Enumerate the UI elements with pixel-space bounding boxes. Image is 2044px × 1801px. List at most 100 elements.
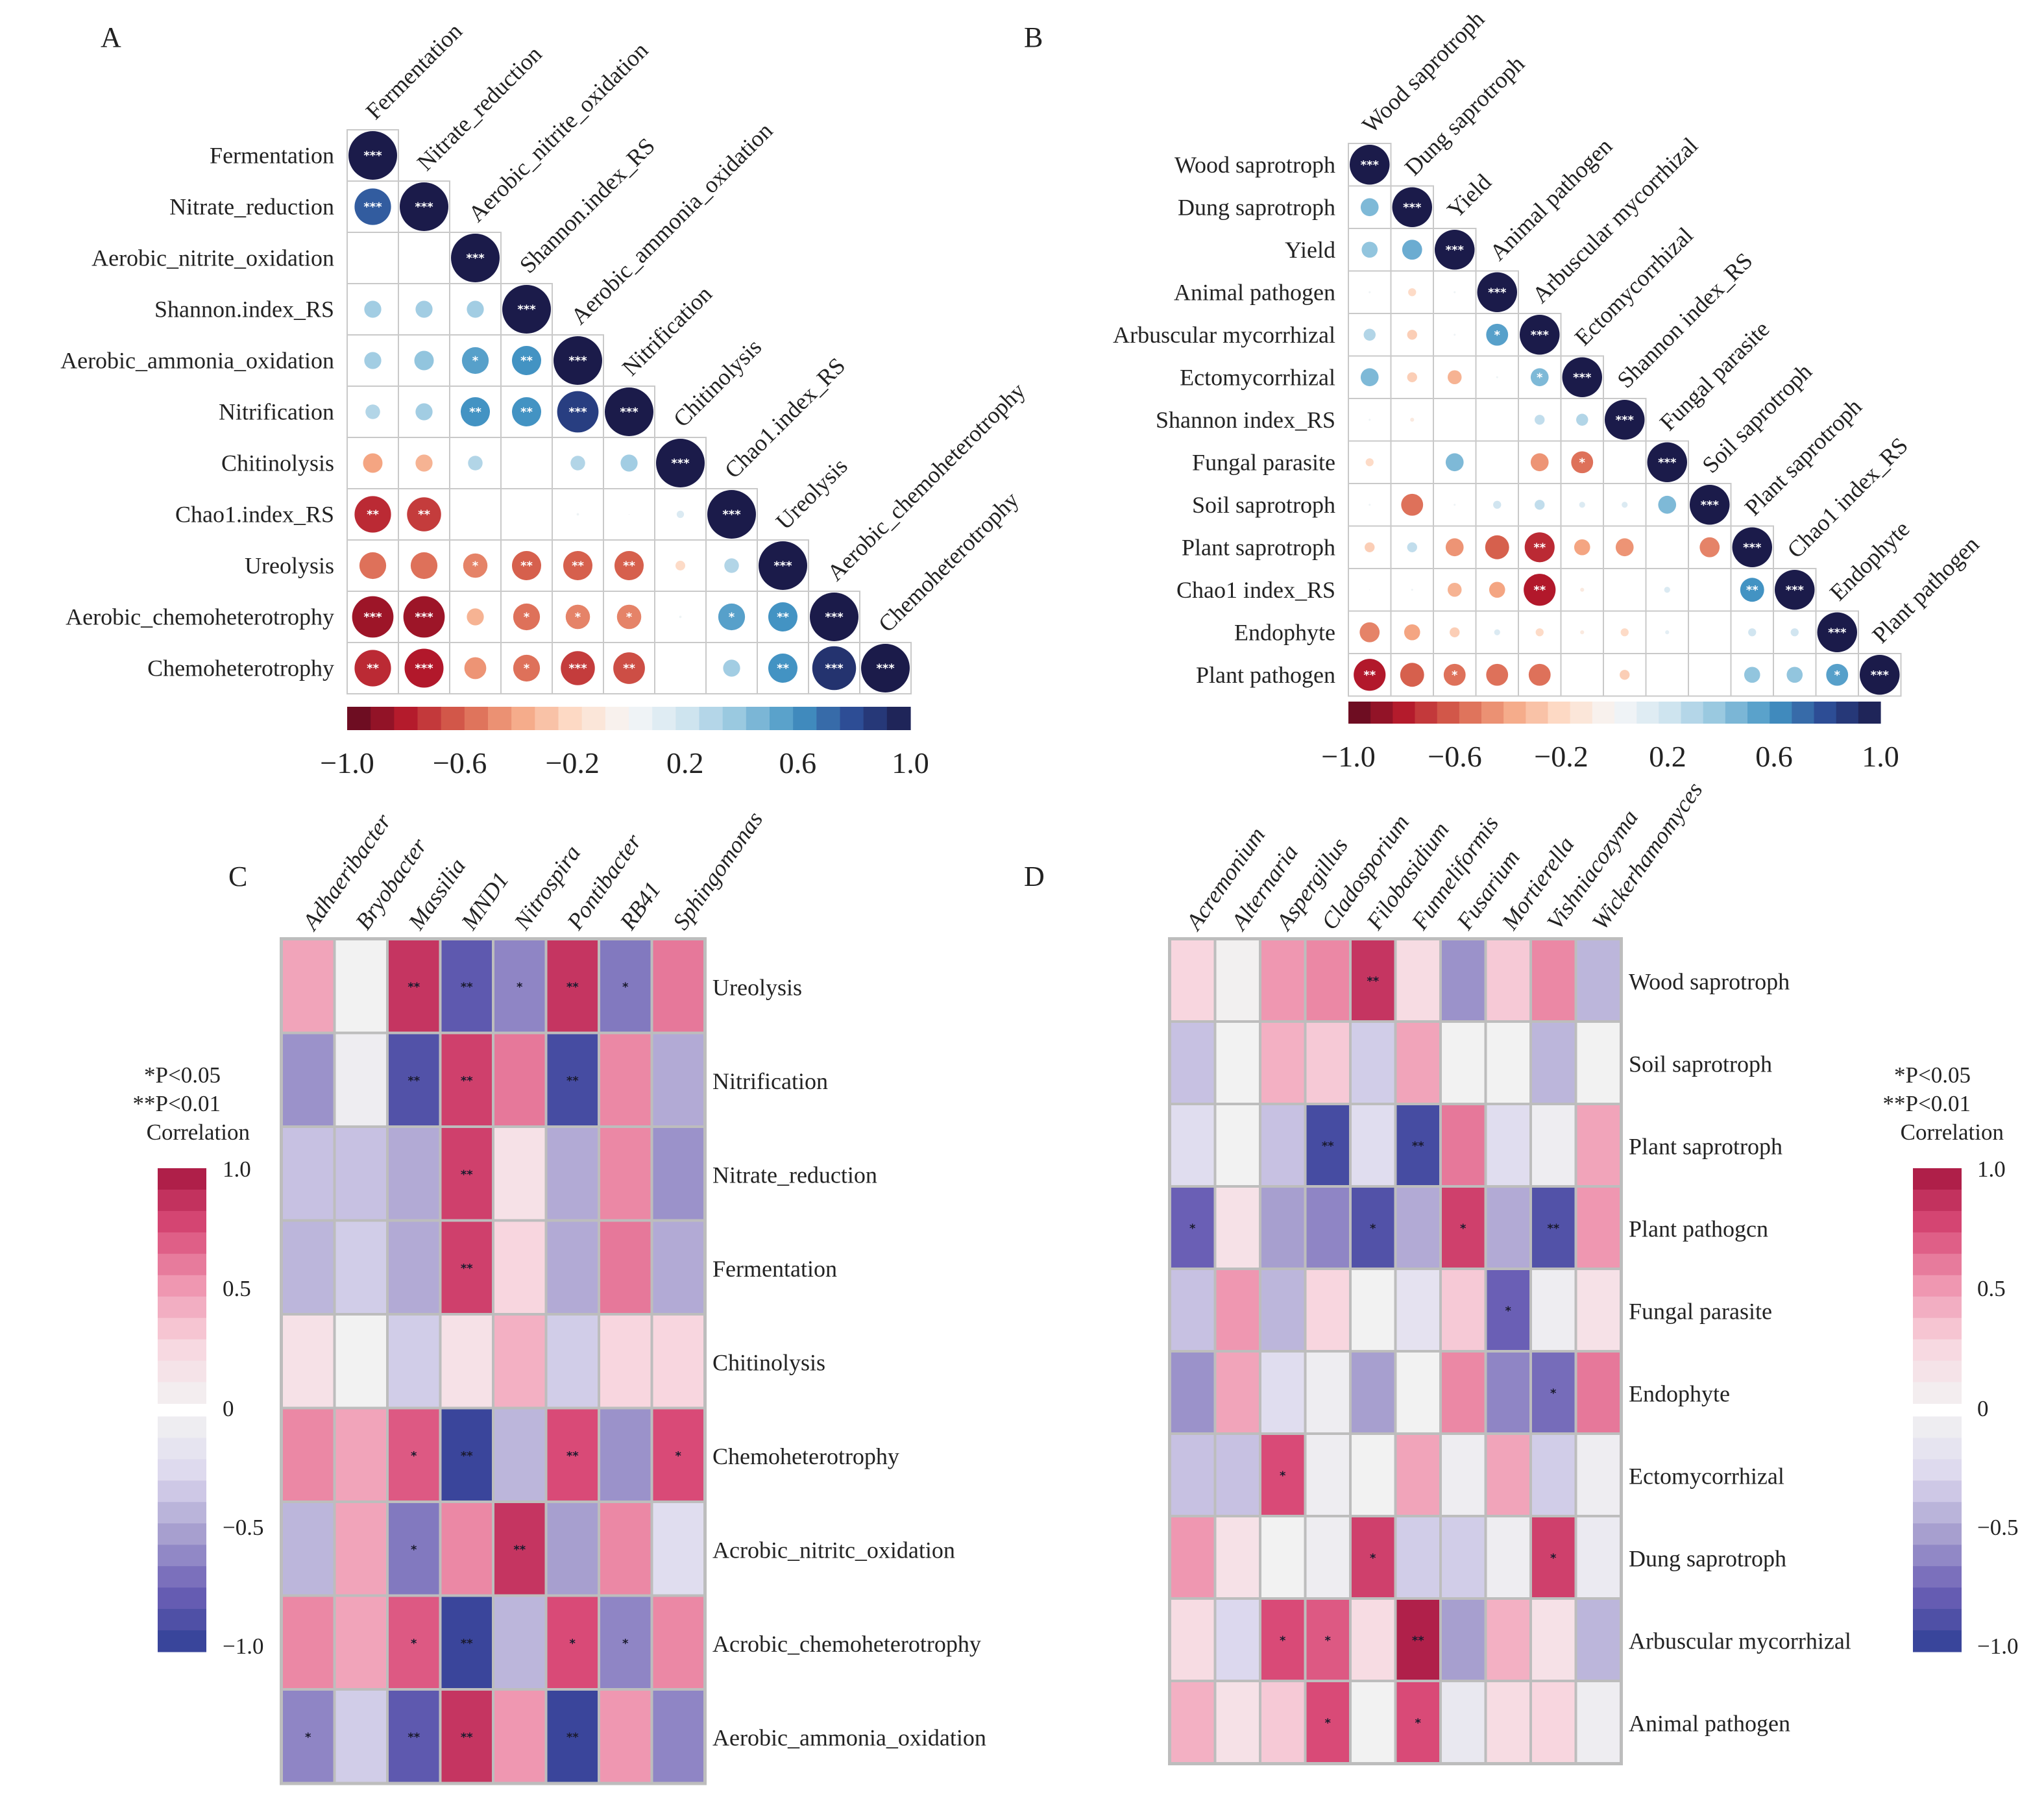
panel-d-heat-cell: [1352, 1270, 1394, 1350]
panel-b-correlation-circle: [1615, 538, 1634, 557]
panel-a-grid-cell: [347, 232, 399, 284]
panel-letter-b: B: [1024, 21, 1043, 53]
panel-b-correlation-circle: [1605, 400, 1645, 440]
panel-b-correlation-circle: [1369, 419, 1371, 421]
panel-b-correlation-circle: [1402, 239, 1422, 260]
panel-c-heat-cell: [389, 1316, 439, 1407]
panel-b-grid-cell: [1475, 398, 1519, 442]
panel-b-colorbar-segment: [1370, 702, 1393, 724]
panel-b-correlation-circle: [1435, 230, 1475, 270]
panel-c-heat-cell: [653, 1503, 703, 1595]
panel-a-correlogram: FermentationFermentation***Nitrate_reduc…: [60, 18, 1030, 779]
panel-a-correlation-circle: [759, 541, 807, 590]
panel-a-significance-mark: ***: [671, 457, 690, 471]
legend-colorbar-segment: [158, 1253, 206, 1276]
legend-colorbar-segment: [158, 1416, 206, 1439]
panel-b-colorbar-tick: 1.0: [1862, 740, 1899, 773]
panel-d-heat-cell: [1396, 1517, 1439, 1597]
panel-c-significance-mark: **: [461, 1262, 473, 1275]
panel-d-heat-cell: [1352, 1600, 1394, 1680]
panel-a-correlation-circle: [468, 456, 483, 471]
panel-d-heat-cell: [1352, 1682, 1394, 1762]
panel-b-colorbar-segment: [1858, 702, 1881, 724]
panel-d-heat-cell: [1216, 1435, 1259, 1515]
legend-colorbar-segment: [158, 1168, 206, 1190]
panel-c-heat-cell: [547, 1503, 598, 1595]
panel-b-correlation-circle: [1354, 659, 1386, 691]
panel-a-correlation-circle: [365, 404, 380, 419]
panel-c-heat-cell: [335, 940, 386, 1032]
panel-b-colorbar-segment: [1348, 702, 1371, 724]
panel-d-heat-cell: [1306, 1270, 1349, 1350]
panel-b-correlation-circle: [1369, 291, 1371, 293]
legend-d-sig2: **P<0.01: [1883, 1091, 1971, 1116]
panel-c-heat-cell: [653, 1221, 703, 1313]
panel-b-correlation-circle: [1445, 538, 1464, 557]
panel-d-heat-cell: [1577, 1600, 1620, 1680]
legend-d-tick-m05: −0.5: [1977, 1515, 2019, 1540]
panel-b-correlation-circle: [1620, 628, 1629, 637]
panel-a-col-label-nitrification: Nitrification: [617, 281, 717, 381]
panel-a-row-label-chitinolysis: Chitinolysis: [221, 450, 334, 476]
panel-d-significance-mark: *: [1505, 1305, 1512, 1318]
panel-d-significance-mark: **: [1412, 1140, 1424, 1153]
panel-d-heat-cell: [1487, 1517, 1529, 1597]
panel-a-correlation-circle: [675, 561, 685, 570]
panel-a-correlation-circle: [415, 300, 433, 318]
panel-a-correlation-circle: [724, 558, 739, 573]
panel-d-significance-mark: **: [1367, 975, 1379, 988]
panel-c-heat-cell: [494, 1316, 545, 1407]
panel-a-correlation-circle: [614, 551, 644, 580]
panel-b-correlation-circle: [1535, 415, 1545, 425]
legend-c-sig1: *P<0.05: [144, 1062, 221, 1088]
panel-a-correlation-circle: [354, 496, 391, 533]
panel-a-correlation-circle: [861, 644, 910, 692]
panel-d-heat-cell: [1442, 1023, 1485, 1103]
panel-b-correlation-circle: [1454, 291, 1456, 293]
legend-colorbar-segment: [1913, 1523, 1962, 1545]
panel-b-grid-cell: [1645, 525, 1689, 569]
panel-d-heat-cell: [1261, 1435, 1304, 1515]
panel-b-correlation-circle: [1401, 493, 1424, 516]
panel-c-significance-mark: *: [411, 1543, 417, 1556]
panel-b-grid-cell: [1858, 653, 1902, 697]
panel-b-significance-mark: **: [1533, 541, 1546, 554]
legend-colorbar-segment: [158, 1630, 206, 1652]
panel-b-significance-mark: ***: [1786, 583, 1805, 597]
panel-a-colorbar-segment: [652, 707, 676, 730]
panel-b-colorbar-segment: [1614, 702, 1637, 724]
panel-c-heat-cell: [389, 1409, 439, 1501]
legend-colorbar-segment: [158, 1275, 206, 1297]
panel-a-col-label-chitinolysis: Chitinolysis: [668, 334, 766, 432]
panel-d-row-label-endophyte: Endophyte: [1629, 1381, 1730, 1407]
panel-b-correlation-circle: [1790, 628, 1799, 637]
panel-c-heat-cell: [389, 1503, 439, 1595]
panel-d-heat-cell: [1216, 1517, 1259, 1597]
panel-c-heat-cell: [600, 1128, 651, 1219]
panel-c-heat-cell: [653, 1409, 703, 1501]
panel-d-heat-cell: [1487, 1600, 1529, 1680]
legend-colorbar-segment: [1913, 1317, 1962, 1340]
panel-c-heat-cell: [441, 1691, 492, 1782]
panel-a-significance-mark: ***: [620, 406, 639, 419]
panel-a-correlation-circle: [576, 513, 579, 516]
panel-d-heat-cell: [1577, 1517, 1620, 1597]
panel-a-correlation-circle: [410, 552, 438, 580]
legend-colorbar-segment: [158, 1438, 206, 1460]
panel-d-heat-cell: [1577, 1682, 1620, 1762]
panel-a-significance-mark: ***: [568, 662, 587, 676]
panel-d-heat-cell: [1577, 1353, 1620, 1432]
panel-a-row-label-nitrate-reduction: Nitrate_reduction: [169, 194, 334, 220]
panel-c-heat-cell: [283, 1316, 334, 1407]
panel-a-significance-mark: ***: [773, 559, 792, 573]
panel-c-heat-cell: [389, 1034, 439, 1125]
panel-b-row-label-wood-saprotroph: Wood saprotroph: [1174, 152, 1335, 178]
panel-c-row-label-acrobic-nitritc-oxidation: Acrobic_nitritc_oxidation: [712, 1537, 955, 1563]
panel-b-correlation-circle: [1360, 368, 1379, 387]
panel-d-heat-cell: [1352, 1435, 1394, 1515]
panel-a-colorbar-segment: [441, 707, 465, 730]
panel-a-colorbar-segment: [793, 707, 817, 730]
panel-a-grid-cell: [449, 488, 502, 541]
panel-a-correlation-circle: [461, 397, 490, 426]
